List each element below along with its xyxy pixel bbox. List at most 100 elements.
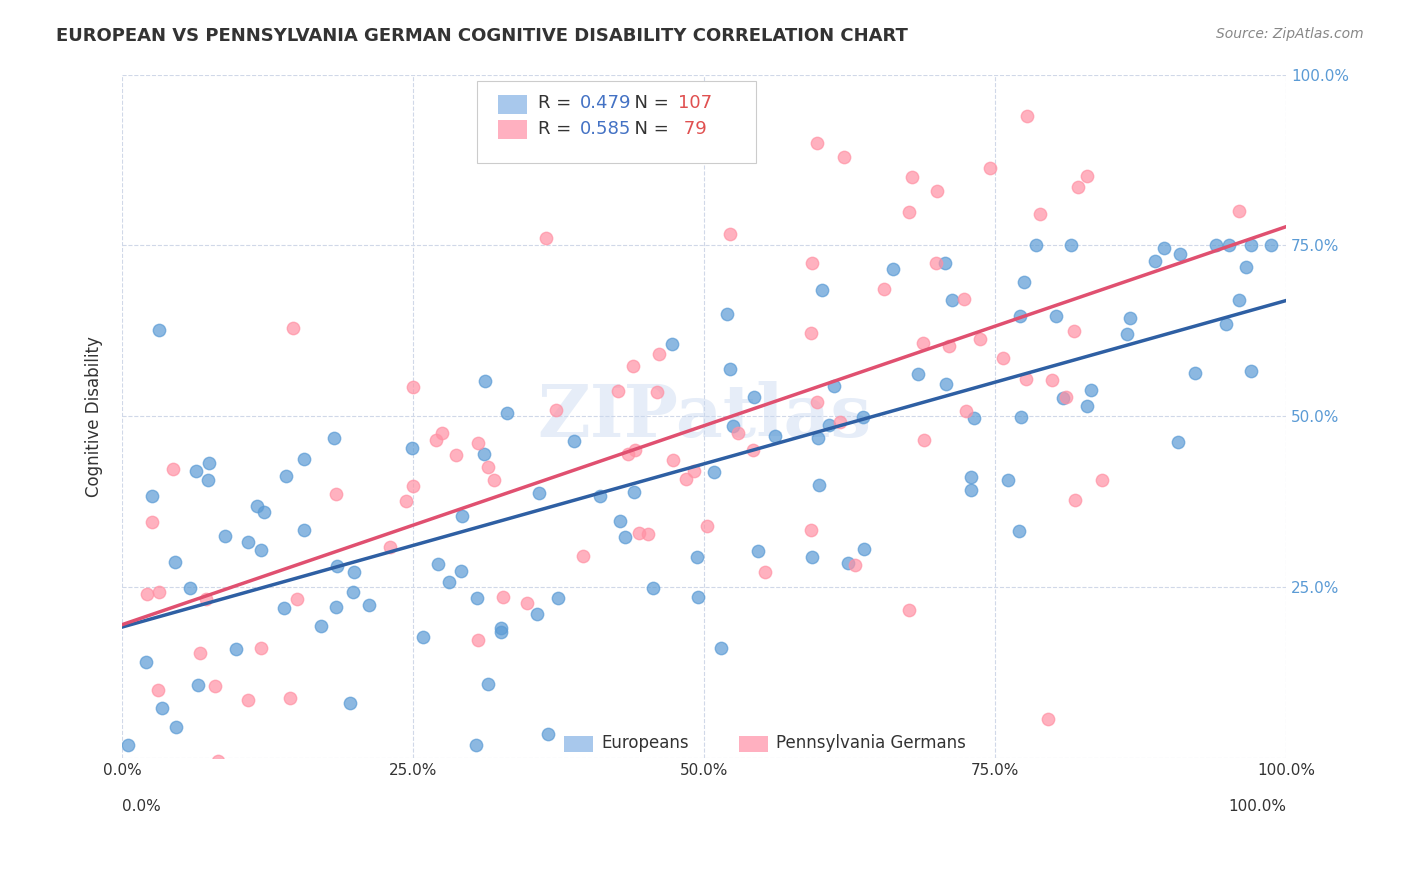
Europeans <box>326 559 349 574</box>
Europeans <box>489 621 512 635</box>
Europeans <box>852 409 875 424</box>
Text: 100.0%: 100.0% <box>1227 799 1286 814</box>
Europeans <box>477 677 499 691</box>
Europeans <box>609 514 631 528</box>
Pennsylvania Germans <box>607 384 630 398</box>
Pennsylvania Germans <box>278 690 301 705</box>
Europeans <box>1234 260 1257 275</box>
Europeans <box>274 469 297 483</box>
Europeans <box>963 411 986 425</box>
Pennsylvania Germans <box>1063 324 1085 338</box>
Pennsylvania Germans <box>162 461 184 475</box>
Europeans <box>1008 524 1031 538</box>
Europeans <box>661 336 683 351</box>
Europeans <box>273 600 295 615</box>
Pennsylvania Germans <box>645 384 668 399</box>
Europeans <box>148 322 170 336</box>
Pennsylvania Germans <box>1014 371 1036 385</box>
Pennsylvania Germans <box>402 380 425 394</box>
Europeans <box>1060 238 1083 252</box>
Europeans <box>747 544 769 558</box>
Pennsylvania Germans <box>492 591 515 605</box>
Europeans <box>688 591 710 605</box>
Europeans <box>322 431 344 445</box>
Pennsylvania Germans <box>898 603 921 617</box>
Europeans <box>214 529 236 543</box>
Europeans <box>1184 366 1206 380</box>
Europeans <box>292 523 315 537</box>
Europeans <box>1229 293 1251 308</box>
Text: Pennsylvania Germans: Pennsylvania Germans <box>776 734 966 752</box>
Pennsylvania Germans <box>283 321 305 335</box>
Text: ZIPatlas: ZIPatlas <box>537 381 872 452</box>
Pennsylvania Germans <box>683 464 706 478</box>
Europeans <box>763 428 786 442</box>
FancyBboxPatch shape <box>498 120 527 139</box>
Pennsylvania Germans <box>141 515 163 529</box>
Europeans <box>1218 238 1240 252</box>
Europeans <box>1167 435 1189 450</box>
Text: N =: N = <box>623 120 673 138</box>
Europeans <box>529 486 551 500</box>
Pennsylvania Germans <box>516 596 538 610</box>
Pennsylvania Germans <box>1029 207 1052 221</box>
Europeans <box>141 489 163 503</box>
Europeans <box>412 630 434 644</box>
Europeans <box>564 434 586 448</box>
Europeans <box>236 534 259 549</box>
FancyBboxPatch shape <box>477 81 756 163</box>
Europeans <box>686 549 709 564</box>
Europeans <box>1025 238 1047 252</box>
Europeans <box>117 738 139 752</box>
Europeans <box>1260 238 1282 252</box>
Pennsylvania Germans <box>1067 180 1090 194</box>
Europeans <box>325 599 347 614</box>
Europeans <box>997 473 1019 487</box>
Pennsylvania Germans <box>901 170 924 185</box>
Europeans <box>1170 247 1192 261</box>
Pennsylvania Germans <box>911 335 934 350</box>
Europeans <box>807 432 830 446</box>
Pennsylvania Germans <box>1090 473 1112 487</box>
Pennsylvania Germans <box>955 404 977 418</box>
Pennsylvania Germans <box>285 591 308 606</box>
Pennsylvania Germans <box>136 587 159 601</box>
Pennsylvania Germans <box>467 632 489 647</box>
Pennsylvania Germans <box>832 150 855 164</box>
Text: 0.585: 0.585 <box>579 120 631 138</box>
Pennsylvania Germans <box>925 256 948 270</box>
Pennsylvania Germans <box>1076 169 1098 184</box>
Europeans <box>1240 238 1263 252</box>
FancyBboxPatch shape <box>498 95 527 114</box>
Pennsylvania Germans <box>425 433 447 447</box>
Europeans <box>1076 399 1098 413</box>
Pennsylvania Germans <box>1017 109 1039 123</box>
Europeans <box>537 727 560 741</box>
Pennsylvania Germans <box>830 415 852 429</box>
Europeans <box>197 473 219 487</box>
Pennsylvania Germans <box>754 565 776 579</box>
Pennsylvania Germans <box>800 256 823 270</box>
Pennsylvania Germans <box>430 425 453 440</box>
Pennsylvania Germans <box>627 525 650 540</box>
Pennsylvania Germans <box>696 518 718 533</box>
Pennsylvania Germans <box>207 754 229 768</box>
Europeans <box>198 457 221 471</box>
Pennsylvania Germans <box>727 425 749 440</box>
Pennsylvania Germans <box>446 449 468 463</box>
Europeans <box>589 489 612 503</box>
Europeans <box>426 557 449 571</box>
Europeans <box>1115 326 1137 341</box>
Pennsylvania Germans <box>800 326 823 340</box>
Pennsylvania Germans <box>204 679 226 693</box>
Pennsylvania Germans <box>146 683 169 698</box>
Pennsylvania Germans <box>675 472 697 486</box>
Europeans <box>807 478 830 492</box>
Pennsylvania Germans <box>844 558 866 573</box>
Europeans <box>246 499 269 513</box>
Europeans <box>496 407 519 421</box>
Europeans <box>472 447 495 461</box>
Europeans <box>526 607 548 621</box>
Europeans <box>818 418 841 433</box>
Europeans <box>225 641 247 656</box>
